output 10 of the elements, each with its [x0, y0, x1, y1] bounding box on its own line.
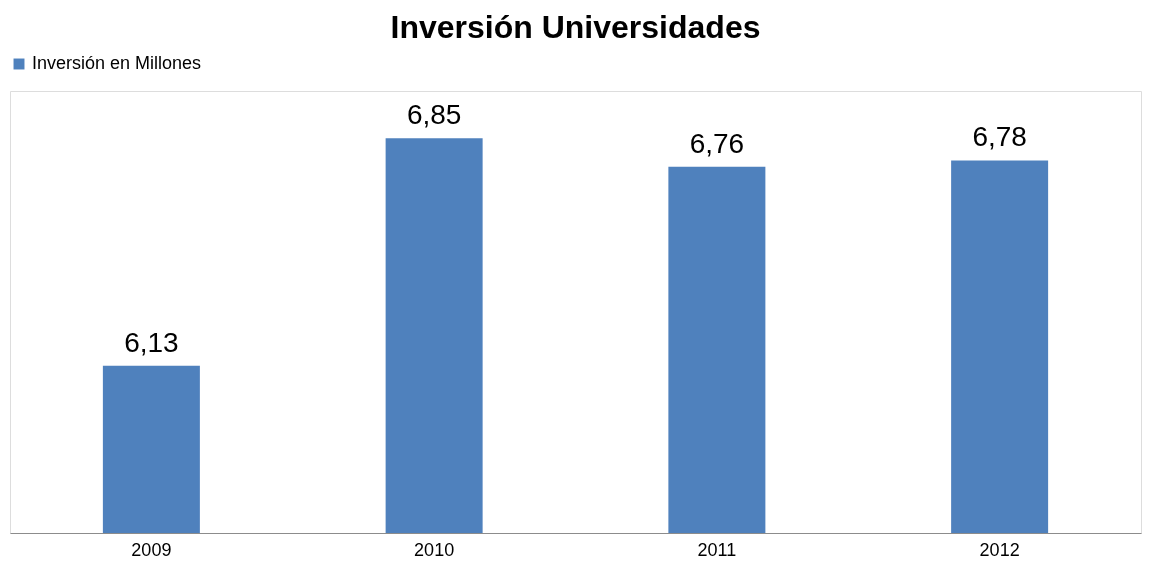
- data-label: 6,76: [689, 127, 745, 159]
- legend-label: Inversión en Millones: [32, 53, 202, 73]
- data-label: 6,78: [972, 121, 1027, 153]
- data-label: 6,13: [124, 326, 179, 358]
- x-tick-label: 2010: [414, 539, 455, 560]
- chart-title: Inversión Universidades: [390, 9, 761, 45]
- data-label: 6,85: [406, 99, 462, 131]
- x-tick-label: 2012: [979, 539, 1020, 560]
- x-tick-label: 2011: [697, 539, 737, 560]
- x-tick-label: 2009: [131, 539, 172, 560]
